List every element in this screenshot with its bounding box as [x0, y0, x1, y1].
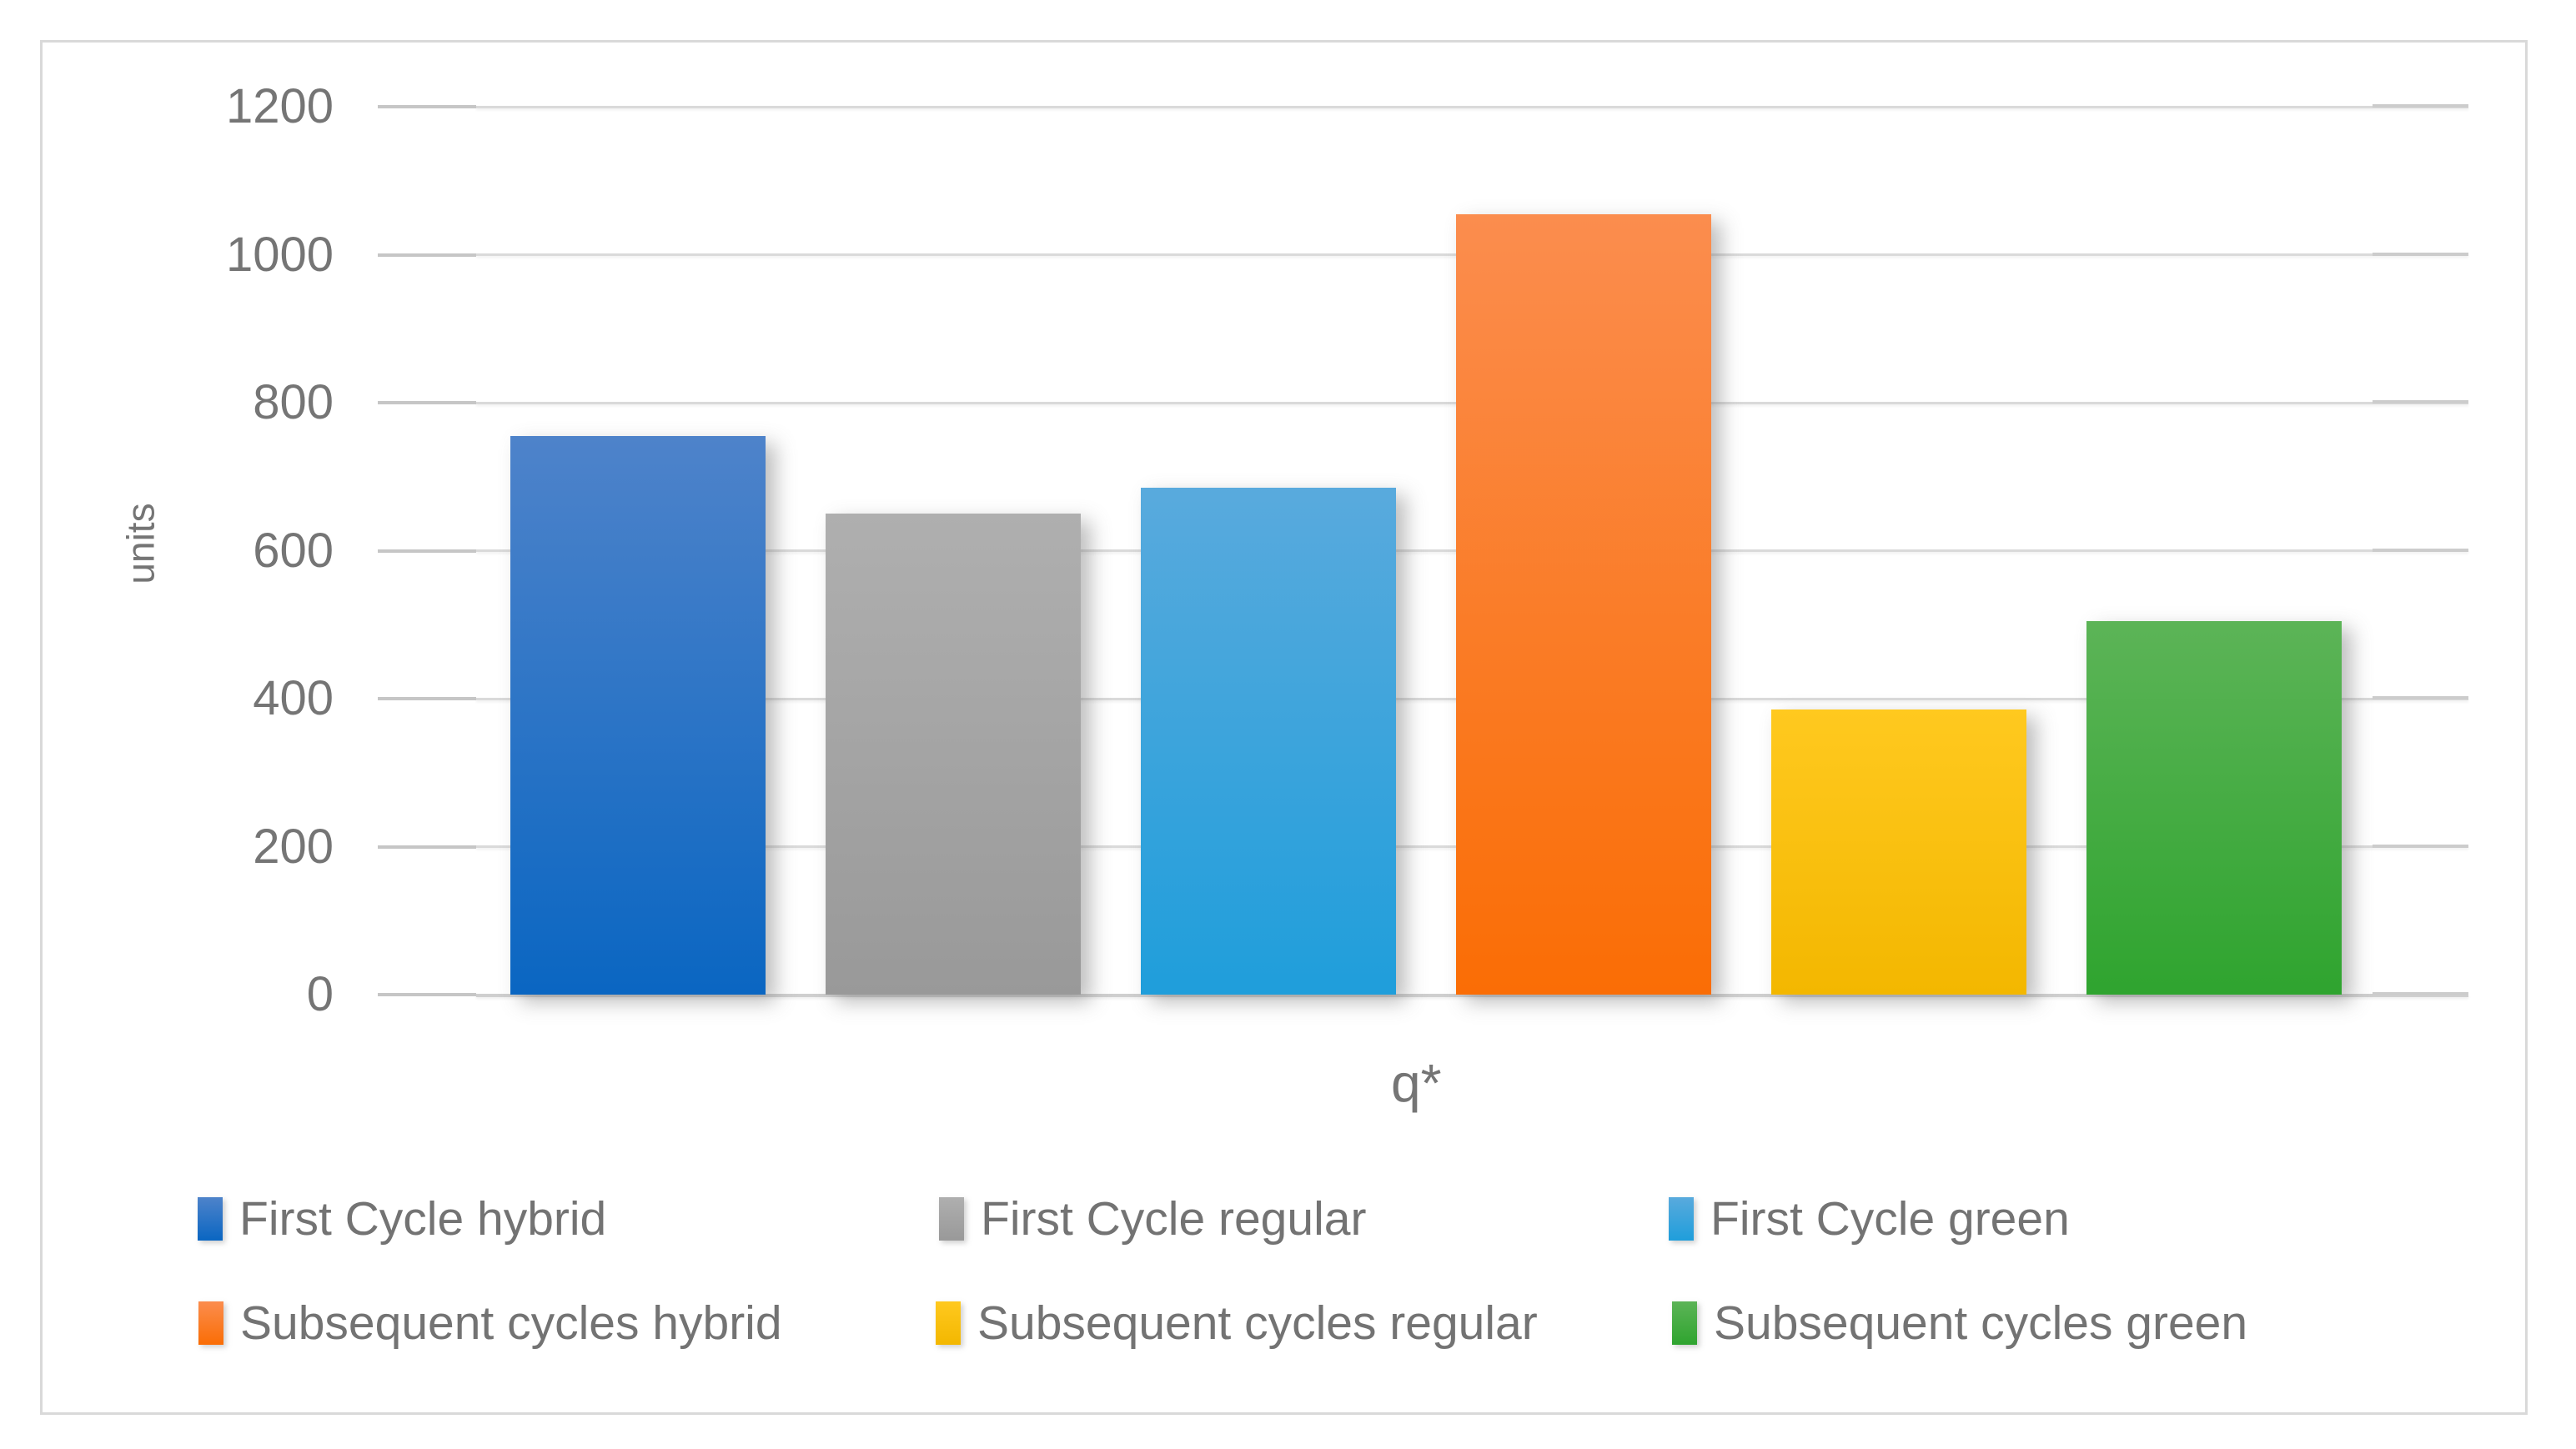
- gridline-end-cap-600: [2373, 548, 2468, 552]
- legend-swatch-first-cycle-green: [1669, 1197, 1694, 1241]
- legend-swatch-first-cycle-regular: [939, 1197, 964, 1241]
- gridline-end-cap-1000: [2373, 252, 2468, 256]
- legend-swatch-subsequent-cycles-hybrid: [198, 1301, 223, 1345]
- y-tick-label-1000: 1000: [225, 227, 334, 282]
- legend-label-subsequent-cycles-hybrid: Subsequent cycles hybrid: [240, 1296, 782, 1350]
- bar-subsequent-cycles-hybrid: [1456, 213, 1711, 995]
- legend-label-first-cycle-regular: First Cycle regular: [981, 1192, 1367, 1246]
- y-tick-label-1200: 1200: [225, 79, 334, 133]
- gridline-end-cap-400: [2373, 696, 2468, 699]
- legend-swatch-subsequent-cycles-green: [1672, 1301, 1697, 1345]
- legend-label-subsequent-cycles-green: Subsequent cycles green: [1714, 1296, 2248, 1350]
- y-tick-label-600: 600: [253, 523, 334, 578]
- legend-label-first-cycle-hybrid: First Cycle hybrid: [239, 1192, 607, 1246]
- legend-entry-subsequent-cycles-hybrid: Subsequent cycles hybrid: [198, 1298, 782, 1348]
- gridline-end-cap-1200: [2373, 104, 2468, 108]
- y-tick-label-200: 200: [253, 819, 334, 874]
- y-tick-mark-1200: [378, 105, 476, 108]
- legend-swatch-subsequent-cycles-regular: [936, 1301, 961, 1345]
- legend-label-subsequent-cycles-regular: Subsequent cycles regular: [977, 1296, 1538, 1350]
- y-tick-mark-1000: [378, 253, 476, 257]
- bar-first-cycle-regular: [826, 514, 1081, 995]
- y-tick-mark-400: [378, 697, 476, 700]
- y-tick-mark-600: [378, 549, 476, 553]
- legend-entry-first-cycle-regular: First Cycle regular: [939, 1194, 1366, 1244]
- gridline-1200: [476, 105, 2468, 108]
- bar-first-cycle-green: [1141, 488, 1396, 995]
- y-tick-label-400: 400: [253, 671, 334, 725]
- y-tick-mark-800: [378, 401, 476, 404]
- legend-entry-subsequent-cycles-regular: Subsequent cycles regular: [936, 1298, 1538, 1348]
- legend-entry-first-cycle-green: First Cycle green: [1669, 1194, 2070, 1244]
- y-tick-label-0: 0: [306, 967, 334, 1021]
- bar-subsequent-cycles-regular: [1771, 709, 2026, 995]
- gridline-end-cap-0: [2373, 992, 2468, 995]
- gridline-end-cap-800: [2373, 400, 2468, 404]
- y-tick-mark-200: [378, 845, 476, 849]
- legend-swatch-first-cycle-hybrid: [198, 1197, 223, 1241]
- bar-subsequent-cycles-green: [2086, 620, 2342, 995]
- gridline-end-cap-200: [2373, 844, 2468, 848]
- legend-label-first-cycle-green: First Cycle green: [1710, 1192, 2070, 1246]
- x-axis-title: q*: [1391, 1053, 1442, 1113]
- y-tick-label-800: 800: [253, 375, 334, 429]
- y-tick-mark-0: [378, 993, 476, 996]
- bar-first-cycle-hybrid: [510, 435, 766, 995]
- legend-entry-first-cycle-hybrid: First Cycle hybrid: [198, 1194, 606, 1244]
- gridline-0: [476, 993, 2468, 997]
- legend-entry-subsequent-cycles-green: Subsequent cycles green: [1672, 1298, 2247, 1348]
